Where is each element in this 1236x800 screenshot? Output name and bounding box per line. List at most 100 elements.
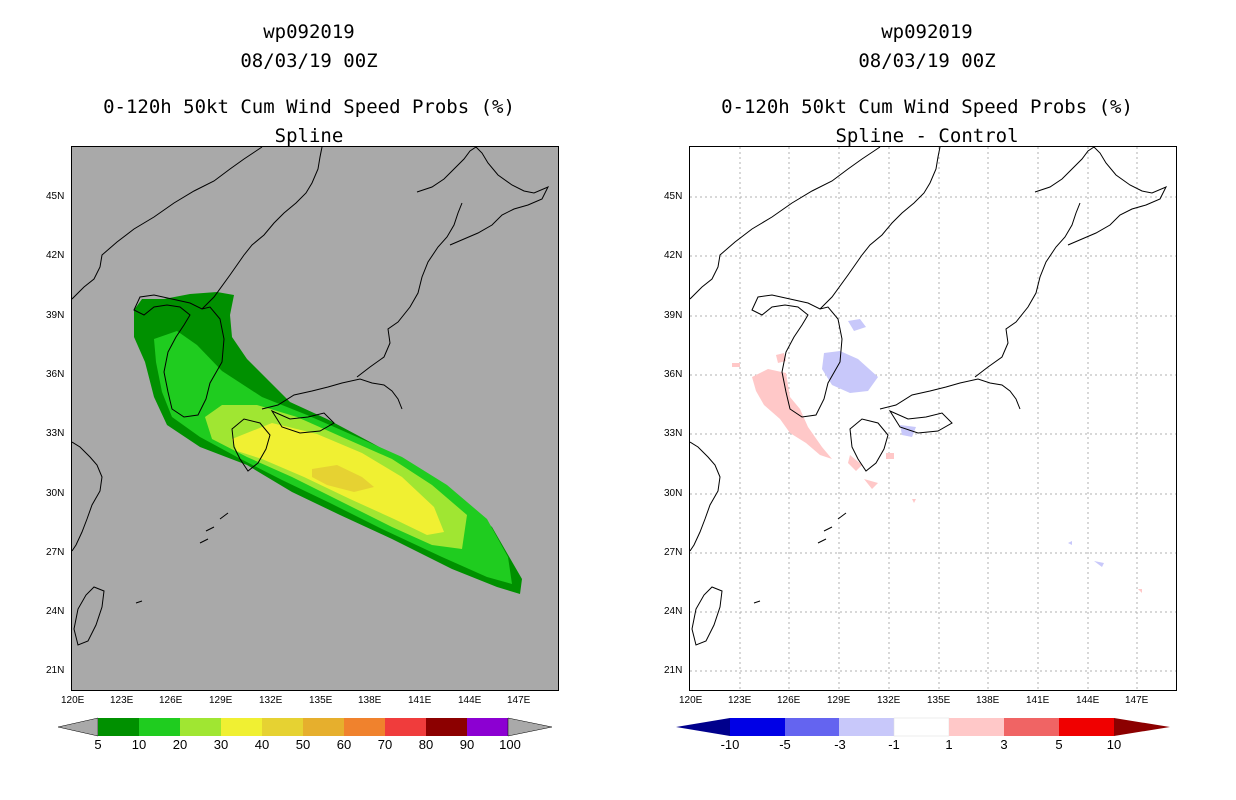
- left-cb-label-5: 5: [94, 737, 102, 752]
- right-cb-label-5: 5: [1055, 737, 1063, 752]
- right-datetime: 08/03/19 00Z: [858, 50, 996, 72]
- right-lat-30: 30N: [664, 488, 683, 499]
- right-map-panel: [689, 146, 1177, 691]
- left-lat-21: 21N: [46, 665, 65, 676]
- right-cb-label-3: 3: [1000, 737, 1008, 752]
- left-cb-label-90: 90: [459, 737, 475, 752]
- left-cb-seg-3: [221, 718, 262, 736]
- left-lon-120: 120E: [61, 695, 85, 706]
- right-storm-id: wp092019: [881, 21, 973, 43]
- left-lat-36: 36N: [46, 369, 65, 380]
- left-cb-label-60: 60: [336, 737, 352, 752]
- left-lat-30: 30N: [46, 488, 65, 499]
- right-lon-120: 120E: [679, 695, 703, 706]
- coast-shikoku: [270, 409, 335, 434]
- right-colorbar-high-cap: [1114, 718, 1170, 736]
- right-lat-24: 24N: [664, 606, 683, 617]
- right-colorbar-low-cap: [676, 718, 730, 736]
- left-lon-138: 138E: [358, 695, 382, 706]
- left-lat-42: 42N: [46, 250, 65, 261]
- right-cb-seg-0: [730, 718, 785, 736]
- left-lon-129: 129E: [209, 695, 233, 706]
- left-lat-27: 27N: [46, 547, 65, 558]
- left-colorbar-low-cap: [58, 717, 99, 737]
- right-lon-141: 141E: [1026, 695, 1050, 706]
- coast-china: [72, 441, 103, 552]
- swath-40pct: [312, 465, 374, 492]
- right-lon-144: 144E: [1076, 695, 1100, 706]
- right-lat-27: 27N: [664, 547, 683, 558]
- left-lon-144: 144E: [458, 695, 482, 706]
- left-lat-39: 39N: [46, 310, 65, 321]
- left-lat-33: 33N: [46, 428, 65, 439]
- left-colorbar: [58, 717, 553, 737]
- right-cb-label-10: 10: [1106, 737, 1122, 752]
- right-lat-42: 42N: [664, 250, 683, 261]
- left-cb-label-70: 70: [377, 737, 393, 752]
- left-datetime: 08/03/19 00Z: [240, 50, 378, 72]
- diff-negative-area: [822, 351, 878, 393]
- left-cb-seg-2: [180, 718, 221, 736]
- left-lon-123: 123E: [110, 695, 134, 706]
- coast-honshu: [356, 202, 463, 378]
- right-lat-39: 39N: [664, 310, 683, 321]
- right-lat-45: 45N: [664, 191, 683, 202]
- right-lon-135: 135E: [927, 695, 951, 706]
- left-cb-label-100: 100: [499, 737, 521, 752]
- left-cb-seg-4: [262, 718, 303, 736]
- right-lon-126: 126E: [777, 695, 801, 706]
- left-colorbar-high-cap: [507, 717, 553, 737]
- left-cb-label-30: 30: [213, 737, 229, 752]
- right-cb-label-m3: -3: [834, 737, 846, 752]
- right-title-block: wp092019 08/03/19 00Z 0-120h 50kt Cum Wi…: [653, 18, 1201, 151]
- coast-taiwan: [73, 586, 105, 646]
- right-lat-33: 33N: [664, 428, 683, 439]
- left-cb-seg-5: [303, 718, 344, 736]
- left-cb-seg-8: [426, 718, 467, 736]
- right-map-svg: [690, 147, 1176, 690]
- right-cb-seg-4: [949, 718, 1004, 736]
- islands-ryukyu: [135, 512, 229, 604]
- left-map-panel: [71, 146, 559, 691]
- right-cb-label-m5: -5: [779, 737, 791, 752]
- coast-kyushu: [231, 418, 271, 472]
- coastlines-right: [690, 147, 1168, 646]
- left-method: Spline: [274, 125, 344, 147]
- diff-negative-small: [848, 319, 1104, 567]
- left-storm-id: wp092019: [263, 21, 355, 43]
- left-lon-147: 147E: [507, 695, 531, 706]
- left-map-svg: [72, 147, 550, 646]
- coast-hokkaido: [416, 147, 550, 246]
- left-cb-label-50: 50: [295, 737, 311, 752]
- right-lon-129: 129E: [827, 695, 851, 706]
- left-cb-seg-0: [98, 718, 139, 736]
- right-method: Spline - Control: [835, 125, 1019, 147]
- left-lon-141: 141E: [408, 695, 432, 706]
- left-lon-126: 126E: [159, 695, 183, 706]
- left-cb-label-80: 80: [418, 737, 434, 752]
- right-cb-seg-2: [839, 718, 894, 736]
- left-cb-seg-7: [385, 718, 426, 736]
- right-lat-36: 36N: [664, 369, 683, 380]
- right-colorbar: [676, 717, 1170, 737]
- left-cb-label-40: 40: [254, 737, 270, 752]
- coast-northeast-korea: [201, 147, 323, 310]
- left-title-block: wp092019 08/03/19 00Z 0-120h 50kt Cum Wi…: [35, 18, 583, 151]
- right-cb-label-m10: -10: [720, 737, 740, 752]
- left-cb-seg-1: [139, 718, 180, 736]
- diff-positive-area-west: [752, 369, 832, 459]
- probability-swath: [134, 292, 522, 594]
- left-cb-seg-6: [344, 718, 385, 736]
- right-lon-147: 147E: [1125, 695, 1149, 706]
- right-lon-138: 138E: [976, 695, 1000, 706]
- left-lat-24: 24N: [46, 606, 65, 617]
- left-cb-label-10: 10: [131, 737, 147, 752]
- coastlines: [72, 147, 550, 646]
- left-cb-label-20: 20: [172, 737, 188, 752]
- difference-fields: [732, 319, 1142, 593]
- left-lat-45: 45N: [46, 191, 65, 202]
- right-lon-132: 132E: [877, 695, 901, 706]
- left-cb-seg-9: [467, 718, 508, 736]
- left-lon-132: 132E: [259, 695, 283, 706]
- right-cb-seg-6: [1059, 718, 1114, 736]
